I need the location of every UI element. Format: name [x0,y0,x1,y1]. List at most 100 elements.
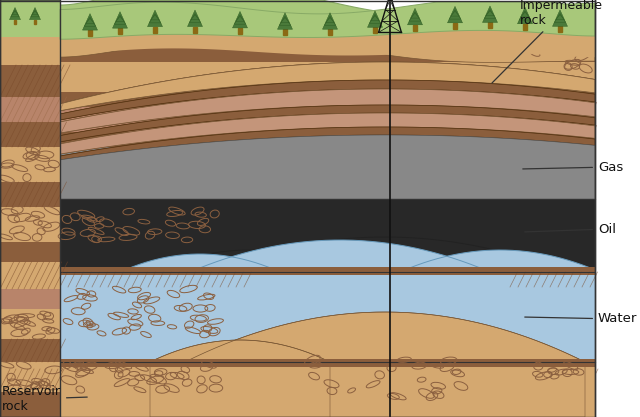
Polygon shape [60,362,595,417]
Polygon shape [60,369,595,387]
Polygon shape [323,13,337,29]
Polygon shape [0,362,60,392]
Polygon shape [140,342,340,417]
Polygon shape [449,10,461,19]
Polygon shape [60,80,595,120]
Polygon shape [10,8,20,20]
Polygon shape [60,135,595,199]
Polygon shape [205,237,565,272]
Polygon shape [373,28,377,33]
Polygon shape [400,250,595,362]
Polygon shape [60,62,595,111]
Polygon shape [151,15,159,20]
Polygon shape [32,11,38,15]
Polygon shape [60,18,595,63]
Polygon shape [0,0,60,37]
Polygon shape [0,207,60,242]
Polygon shape [408,8,422,25]
Polygon shape [521,12,529,17]
Polygon shape [0,392,60,417]
Polygon shape [60,359,595,367]
Polygon shape [190,242,490,362]
Polygon shape [0,242,60,262]
Polygon shape [150,250,350,272]
Polygon shape [520,11,531,20]
Polygon shape [483,6,497,23]
Polygon shape [0,97,60,122]
Polygon shape [60,147,595,202]
Polygon shape [369,14,381,24]
Polygon shape [0,122,60,147]
Polygon shape [552,10,568,26]
Polygon shape [60,272,595,362]
Polygon shape [150,340,330,417]
Polygon shape [29,8,40,20]
Polygon shape [193,27,197,33]
Polygon shape [60,290,595,362]
Polygon shape [149,14,161,23]
Polygon shape [191,15,199,20]
Text: Water: Water [525,312,637,326]
Polygon shape [60,17,595,37]
Polygon shape [60,387,595,417]
Polygon shape [0,22,60,65]
Polygon shape [60,113,595,154]
Polygon shape [0,289,60,309]
Polygon shape [60,0,595,43]
Text: Oil: Oil [525,223,616,236]
Polygon shape [556,15,564,20]
Polygon shape [484,10,495,19]
Polygon shape [60,202,595,217]
Polygon shape [371,15,379,20]
Polygon shape [367,11,383,28]
Polygon shape [488,23,492,28]
Polygon shape [60,105,595,142]
Polygon shape [278,13,292,29]
Polygon shape [120,254,280,362]
Polygon shape [238,28,242,34]
Polygon shape [150,252,350,272]
Polygon shape [328,29,332,35]
Polygon shape [236,16,244,21]
Polygon shape [0,309,60,339]
Polygon shape [281,18,289,23]
Polygon shape [60,62,595,92]
Polygon shape [60,267,595,275]
Polygon shape [232,11,248,28]
Polygon shape [486,11,494,16]
Polygon shape [440,257,595,272]
Polygon shape [84,17,95,26]
Polygon shape [34,20,36,24]
Polygon shape [60,262,595,272]
Polygon shape [60,2,595,39]
Polygon shape [60,359,595,367]
Polygon shape [60,272,595,362]
Polygon shape [120,254,280,362]
Polygon shape [60,105,595,142]
Polygon shape [60,92,595,107]
Polygon shape [451,11,459,16]
Polygon shape [0,339,60,362]
Polygon shape [60,62,595,111]
Polygon shape [440,257,595,272]
Polygon shape [326,18,334,23]
Polygon shape [83,14,97,30]
Polygon shape [189,13,200,23]
Polygon shape [60,37,595,47]
Text: Impermeable
rock: Impermeable rock [492,0,603,83]
Polygon shape [60,127,595,160]
Polygon shape [13,20,17,24]
Polygon shape [60,272,595,290]
Polygon shape [188,10,202,27]
Polygon shape [60,107,595,132]
Polygon shape [283,29,287,35]
Polygon shape [115,15,125,25]
Polygon shape [0,37,60,62]
Polygon shape [0,147,60,182]
Polygon shape [12,11,18,15]
Polygon shape [518,7,532,24]
Text: Reservoir
rock: Reservoir rock [2,385,87,413]
Polygon shape [88,30,92,36]
Polygon shape [60,217,595,262]
Polygon shape [153,27,157,33]
